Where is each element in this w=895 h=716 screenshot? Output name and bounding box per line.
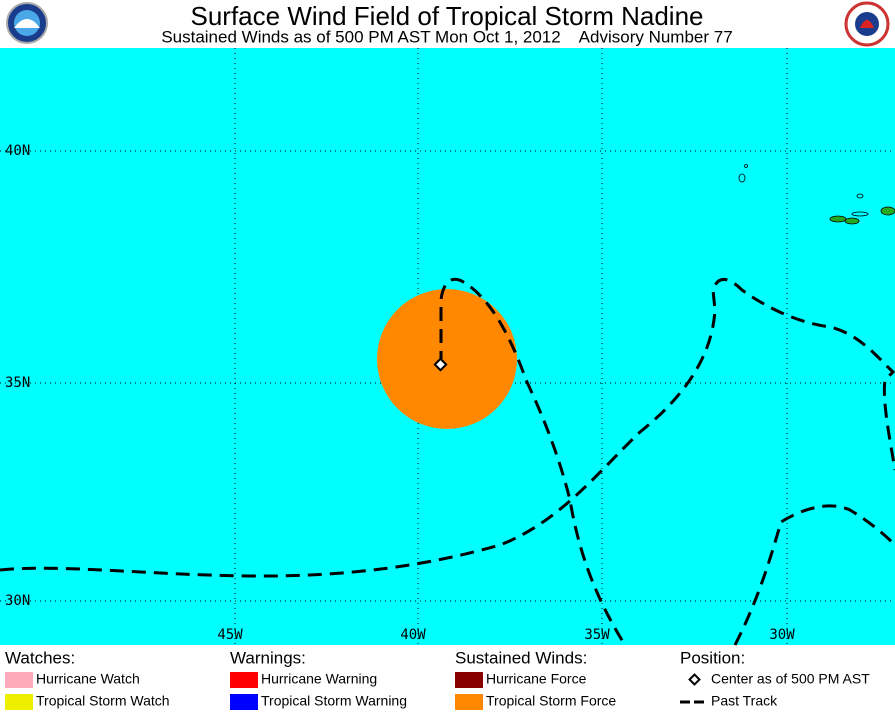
longitude-label: 35W: [584, 627, 610, 643]
legend-item: Tropical Storm Warning: [261, 693, 407, 709]
storm-center: [433, 357, 448, 372]
legend-swatch: [5, 672, 33, 688]
past-track: [0, 277, 895, 646]
legend-heading: Warnings:: [230, 648, 306, 667]
legend-swatch: [230, 694, 258, 710]
tropical-storm-wind-field: [377, 289, 517, 429]
legend-swatch: [230, 672, 258, 688]
legend-heading: Position:: [680, 648, 745, 667]
legend-item: Hurricane Warning: [261, 671, 377, 687]
legend-swatch: [455, 694, 483, 710]
legend-item: Tropical Storm Watch: [36, 693, 170, 709]
latitude-label: 35N: [5, 375, 30, 391]
legend-item: Hurricane Watch: [36, 671, 140, 687]
coordinate-labels: 40N 35N 30N 45W 40W 35W 30W: [5, 143, 795, 643]
legend-heading: Watches:: [5, 648, 75, 667]
legend-item: Center as of 500 PM AST: [711, 671, 870, 687]
graticule: [0, 48, 895, 645]
legend-swatch: [5, 694, 33, 710]
subtitle: Sustained Winds as of 500 PM AST Mon Oct…: [161, 27, 732, 46]
legend-center-marker: [688, 673, 701, 686]
noaa-logo: [6, 2, 48, 44]
latitude-label: 40N: [5, 143, 30, 159]
legend-item: Past Track: [711, 693, 778, 709]
legend-item: Tropical Storm Force: [486, 693, 616, 709]
title: Surface Wind Field of Tropical Storm Nad…: [191, 1, 704, 31]
longitude-label: 30W: [769, 627, 795, 643]
legend-item: Hurricane Force: [486, 671, 587, 687]
legend-swatch: [455, 672, 483, 688]
nws-logo: [844, 1, 890, 47]
azores-islands: [738, 164, 895, 225]
latitude-label: 30N: [5, 593, 30, 609]
legend: Watches: Hurricane Watch Tropical Storm Wa…: [5, 648, 870, 710]
legend-heading: Sustained Winds:: [455, 648, 587, 667]
longitude-label: 45W: [217, 627, 243, 643]
longitude-label: 40W: [400, 627, 426, 643]
